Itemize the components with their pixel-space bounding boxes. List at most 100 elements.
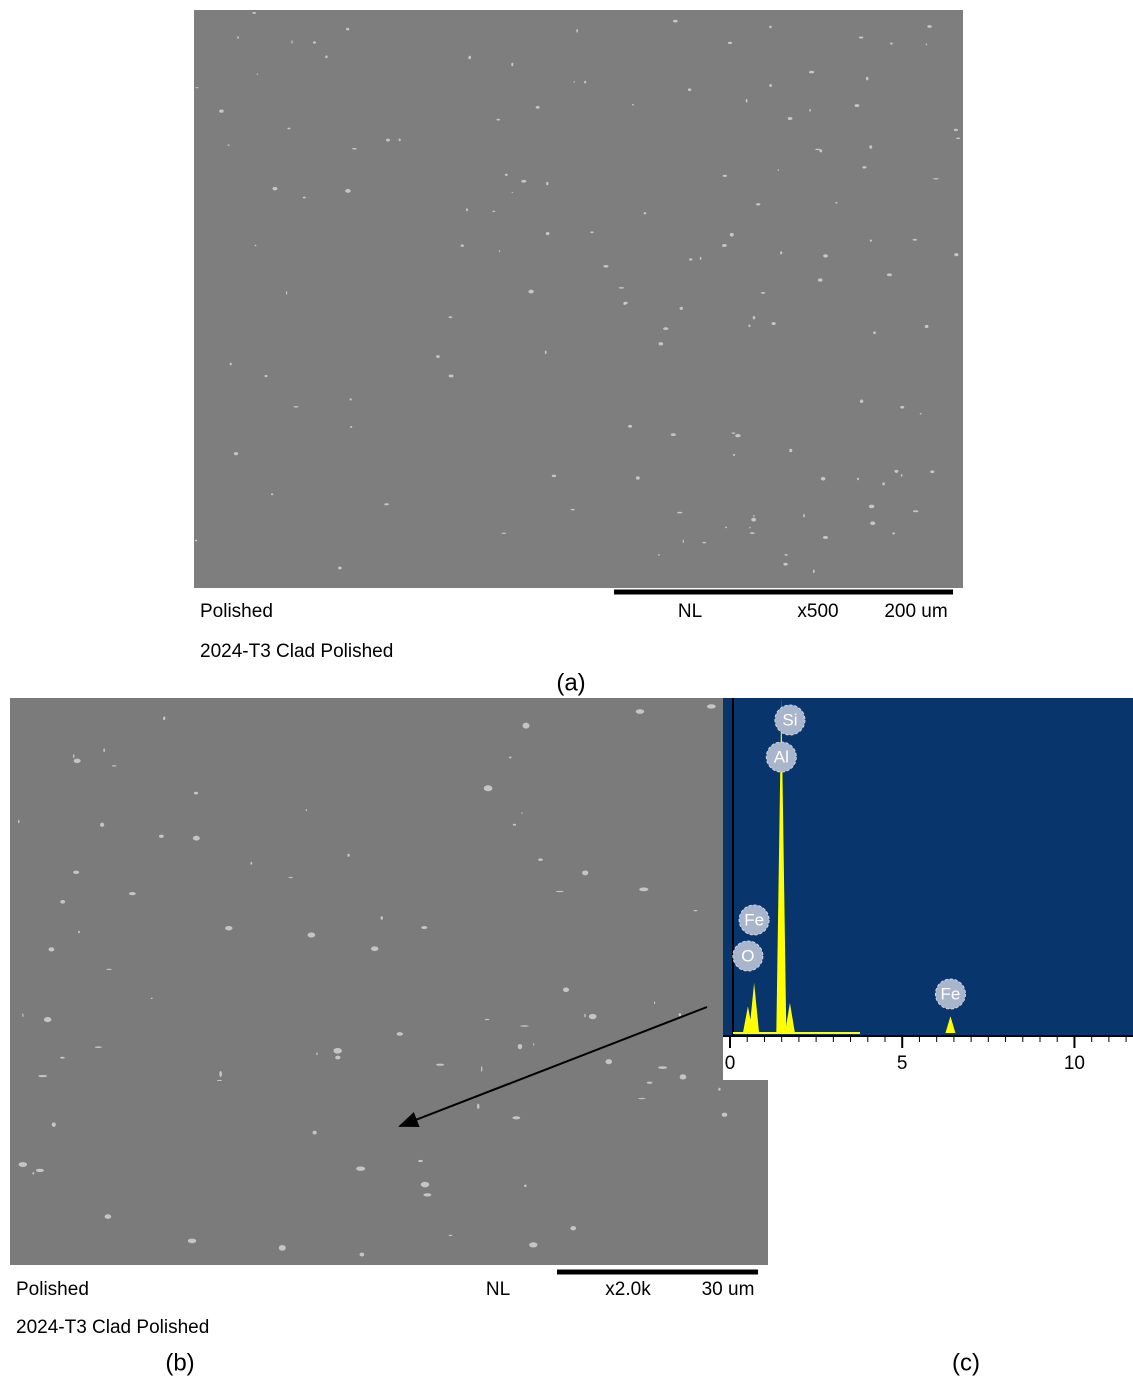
- particle: [333, 1048, 341, 1054]
- particle: [73, 871, 79, 874]
- particle: [632, 104, 634, 106]
- particle: [546, 182, 548, 186]
- particle: [683, 540, 684, 544]
- particle: [347, 854, 349, 857]
- particle: [723, 175, 727, 177]
- particle: [32, 1172, 34, 1174]
- particle: [466, 208, 468, 211]
- particle: [18, 820, 20, 823]
- sem-image: [10, 698, 768, 1265]
- particle: [546, 232, 550, 235]
- particle: [545, 351, 547, 355]
- particle: [680, 1074, 687, 1079]
- particle: [386, 139, 390, 142]
- particle: [485, 1019, 490, 1020]
- particle: [671, 433, 676, 436]
- particle: [163, 716, 165, 720]
- particle: [870, 521, 875, 525]
- particle: [753, 515, 754, 517]
- particle: [574, 81, 575, 82]
- particle: [272, 187, 277, 191]
- particle: [584, 1014, 585, 1018]
- peak-label: Al: [774, 747, 789, 766]
- particle: [129, 892, 136, 895]
- particle: [436, 1064, 444, 1066]
- particle: [913, 239, 917, 241]
- particle: [730, 233, 734, 237]
- particle: [892, 532, 895, 534]
- particle: [728, 42, 732, 44]
- particle: [823, 254, 828, 257]
- particle: [658, 554, 660, 556]
- particle: [325, 55, 327, 58]
- particle: [731, 432, 735, 433]
- particle: [449, 1235, 453, 1236]
- peak-label: O: [741, 946, 754, 965]
- scale-text: 200 um: [884, 601, 947, 622]
- particle: [769, 84, 772, 87]
- particle: [293, 406, 298, 407]
- particle: [854, 104, 859, 107]
- particle: [271, 493, 273, 495]
- particle: [250, 862, 252, 865]
- particle: [399, 139, 401, 142]
- sem-image-b: [10, 698, 768, 1265]
- particle: [237, 36, 239, 39]
- particle: [49, 947, 55, 951]
- particle: [448, 316, 452, 318]
- particle: [484, 785, 493, 791]
- particle: [654, 1001, 655, 1004]
- note: Polished: [16, 1279, 89, 1300]
- particle: [894, 470, 898, 473]
- particle: [196, 87, 199, 88]
- particle: [536, 106, 540, 109]
- particle: [279, 1245, 286, 1251]
- particle: [590, 231, 593, 233]
- peak-label: Fe: [941, 984, 961, 1003]
- particle: [346, 28, 349, 31]
- particle: [869, 145, 872, 149]
- caption: (a): [556, 669, 585, 696]
- particle: [19, 1162, 27, 1167]
- particle: [707, 704, 716, 708]
- particle: [193, 836, 200, 841]
- particle: [556, 891, 564, 892]
- particle: [60, 1057, 65, 1059]
- particle: [693, 910, 697, 911]
- particle: [818, 278, 823, 281]
- particle: [746, 99, 748, 103]
- figure: Polished NL x500 200 um 2024-T3 Clad Pol…: [0, 0, 1133, 1380]
- particle: [350, 426, 352, 428]
- particle: [287, 128, 290, 130]
- particle: [513, 824, 516, 826]
- particle: [584, 81, 586, 84]
- particle: [74, 759, 81, 763]
- particle: [570, 1226, 576, 1230]
- particle: [954, 253, 958, 256]
- particle: [421, 926, 427, 929]
- mode: NL: [486, 1279, 510, 1300]
- particle: [264, 375, 267, 377]
- sem-image-a: [194, 10, 963, 588]
- particle: [836, 202, 838, 204]
- particle: [563, 988, 569, 993]
- particle: [862, 166, 866, 168]
- particle: [680, 307, 683, 310]
- caption: (c): [952, 1349, 980, 1376]
- particle: [589, 1014, 597, 1019]
- particle: [338, 567, 342, 570]
- particle: [890, 42, 893, 44]
- particle: [316, 1052, 318, 1055]
- particle: [926, 43, 928, 45]
- particle: [78, 931, 80, 934]
- particle: [718, 1088, 720, 1091]
- particle: [533, 1043, 534, 1046]
- particle: [603, 265, 608, 268]
- particle: [901, 474, 903, 477]
- particle: [623, 302, 628, 304]
- particle: [756, 203, 760, 205]
- particle: [750, 532, 755, 534]
- particle: [350, 398, 352, 400]
- particle: [933, 178, 939, 179]
- sample: 2024-T3 Clad Polished: [200, 641, 393, 662]
